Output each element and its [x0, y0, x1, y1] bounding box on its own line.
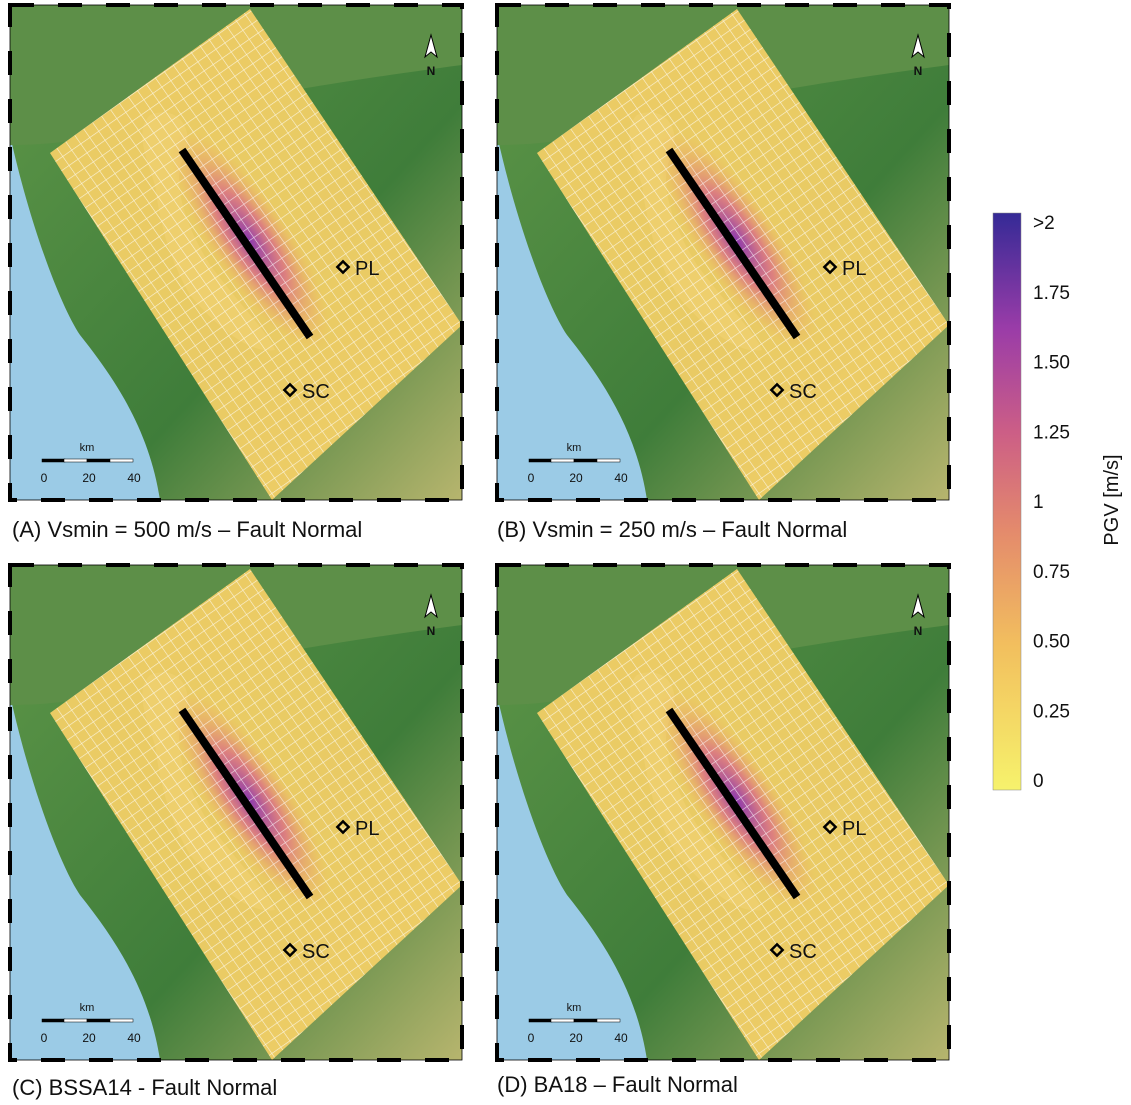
scale-segment: [109, 1018, 134, 1023]
scale-segment: [596, 458, 621, 463]
colorbar-tick-label: 1.50: [1033, 353, 1070, 374]
colorbar-tick-label: 1.25: [1033, 422, 1070, 443]
colorbar-tick-label: 0: [1033, 771, 1044, 792]
scale-tick-label: 40: [127, 1031, 141, 1045]
colorbar-tick-label: 1: [1033, 492, 1044, 513]
site-label: PL: [842, 818, 866, 840]
colorbar-tick-label: >2: [1033, 213, 1055, 234]
colorbar-tick-label: 0.75: [1033, 562, 1070, 583]
north-arrow: [424, 33, 438, 59]
site-label: SC: [789, 381, 817, 403]
scale-tick-label: 0: [41, 471, 48, 485]
scale-tick-label: 20: [82, 1031, 96, 1045]
scale-tick-label: 40: [614, 1031, 628, 1045]
fault: [665, 147, 801, 340]
scale-segment: [573, 1018, 598, 1023]
north-arrow: [424, 593, 438, 619]
site-marker: [282, 382, 298, 398]
site-label: PL: [355, 818, 379, 840]
colorbar-tick-label: 0.50: [1033, 632, 1070, 653]
scale-segment: [550, 458, 575, 463]
north-label: N: [914, 64, 923, 78]
site-label: SC: [302, 941, 330, 963]
map: N PL SC km 0 20 40: [10, 5, 462, 500]
north-label: N: [427, 624, 436, 638]
site-marker: [335, 819, 351, 835]
map-frame-inner: [496, 564, 950, 1061]
scale-tick-label: 0: [41, 1031, 48, 1045]
site-marker: [822, 819, 838, 835]
scale-segment: [573, 458, 598, 463]
site-label: SC: [302, 381, 330, 403]
map-frame-inner: [496, 4, 950, 501]
north-label: N: [427, 64, 436, 78]
fault: [665, 707, 801, 900]
map-frame-inner: [9, 564, 463, 1061]
scale-segment: [41, 458, 66, 463]
map: N PL SC km 0 20 40: [497, 5, 949, 500]
scale-segment: [41, 1018, 66, 1023]
map-frame-inner: [9, 4, 463, 501]
site-marker: [282, 942, 298, 958]
map-panel: N PL SC km 0 20 40: [495, 563, 951, 1062]
site-marker: [822, 259, 838, 275]
scale-segment: [528, 458, 553, 463]
scale-tick-label: 20: [82, 471, 96, 485]
colorbar-tick-label: 0.25: [1033, 701, 1070, 722]
scale-segment: [63, 1018, 88, 1023]
scale-unit: km: [80, 442, 95, 454]
panel-caption: (B) Vsmin = 250 m/s – Fault Normal: [497, 517, 847, 542]
panel-caption: (D) BA18 – Fault Normal: [497, 1072, 738, 1097]
panel-caption: (A) Vsmin = 500 m/s – Fault Normal: [12, 517, 362, 542]
site-marker: [769, 942, 785, 958]
north-arrow: [911, 593, 925, 619]
scale-tick-label: 40: [127, 471, 141, 485]
colorbar-label: PGV [m/s]: [1101, 454, 1123, 545]
site-marker: [769, 382, 785, 398]
site-label: PL: [842, 258, 866, 280]
map: N PL SC km 0 20 40: [10, 565, 462, 1060]
map-panel: N PL SC km 0 20 40: [495, 3, 951, 502]
site-label: PL: [355, 258, 379, 280]
scale-segment: [109, 458, 134, 463]
north-arrow: [911, 33, 925, 59]
map-panel: N PL SC km 0 20 40: [8, 563, 464, 1062]
scale-segment: [86, 1018, 111, 1023]
fault: [178, 147, 314, 340]
map-panel: N PL SC km 0 20 40: [8, 3, 464, 502]
scale-segment: [86, 458, 111, 463]
scale-unit: km: [80, 1002, 95, 1014]
scale-tick-label: 0: [528, 1031, 535, 1045]
scale-unit: km: [567, 442, 582, 454]
panel-caption: (C) BSSA14 - Fault Normal: [12, 1075, 277, 1100]
site-label: SC: [789, 941, 817, 963]
scale-tick-label: 0: [528, 471, 535, 485]
scale-segment: [550, 1018, 575, 1023]
scale-tick-label: 20: [569, 471, 583, 485]
scale-segment: [63, 458, 88, 463]
site-marker: [335, 259, 351, 275]
scale-tick-label: 20: [569, 1031, 583, 1045]
scale-segment: [528, 1018, 553, 1023]
scale-segment: [596, 1018, 621, 1023]
colorbar-tick-label: 1.75: [1033, 283, 1070, 304]
map: N PL SC km 0 20 40: [497, 565, 949, 1060]
scale-unit: km: [567, 1002, 582, 1014]
scale-tick-label: 40: [614, 471, 628, 485]
fault: [178, 707, 314, 900]
colorbar: [992, 212, 1022, 791]
north-label: N: [914, 624, 923, 638]
